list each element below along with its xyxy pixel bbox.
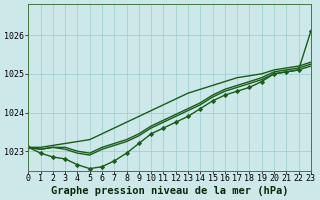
X-axis label: Graphe pression niveau de la mer (hPa): Graphe pression niveau de la mer (hPa): [51, 186, 288, 196]
